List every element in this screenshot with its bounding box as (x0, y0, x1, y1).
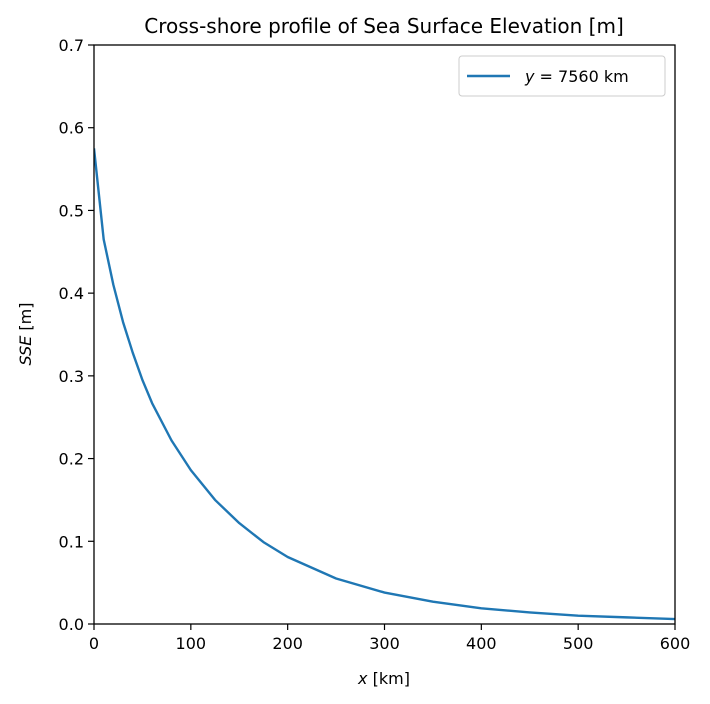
x-tick-label: 500 (563, 634, 594, 653)
y-axis-label: SSE [m] (16, 302, 35, 365)
series-line (94, 148, 675, 621)
legend-label-var: y (524, 67, 535, 86)
legend-label: y = 7560 km (524, 67, 629, 86)
y-tick-label: 0.1 (59, 532, 84, 551)
y-tick-label: 0.6 (59, 119, 84, 138)
legend-label-rest: = 7560 km (534, 67, 628, 86)
x-tick-label: 0 (89, 634, 99, 653)
x-axis-ticks: 0 100 200 300 400 500 600 (89, 624, 690, 653)
y-tick-label: 0.3 (59, 367, 84, 386)
x-tick-label: 100 (176, 634, 207, 653)
y-tick-label: 0.5 (59, 201, 84, 220)
x-tick-label: 300 (369, 634, 400, 653)
legend: y = 7560 km (458, 55, 666, 97)
x-axis-label: x [km] (357, 669, 410, 688)
x-tick-label: 200 (272, 634, 303, 653)
x-axis-label-unit: [km] (373, 669, 410, 688)
series-layer (94, 148, 675, 621)
y-axis-ticks: 0.0 0.1 0.2 0.3 0.4 0.5 0.6 0.7 (59, 36, 94, 634)
y-tick-label: 0.7 (59, 36, 84, 55)
x-tick-label: 600 (660, 634, 691, 653)
legend-box (458, 55, 666, 97)
x-axis-label-var: x (357, 669, 368, 688)
y-tick-label: 0.2 (59, 450, 84, 469)
chart-title: Cross-shore profile of Sea Surface Eleva… (144, 14, 624, 38)
x-tick-label: 400 (466, 634, 497, 653)
y-tick-label: 0.0 (59, 615, 84, 634)
y-tick-label: 0.4 (59, 284, 84, 303)
y-axis-label-var: SSE (16, 335, 35, 366)
y-axis-label-unit: [m] (16, 302, 35, 330)
